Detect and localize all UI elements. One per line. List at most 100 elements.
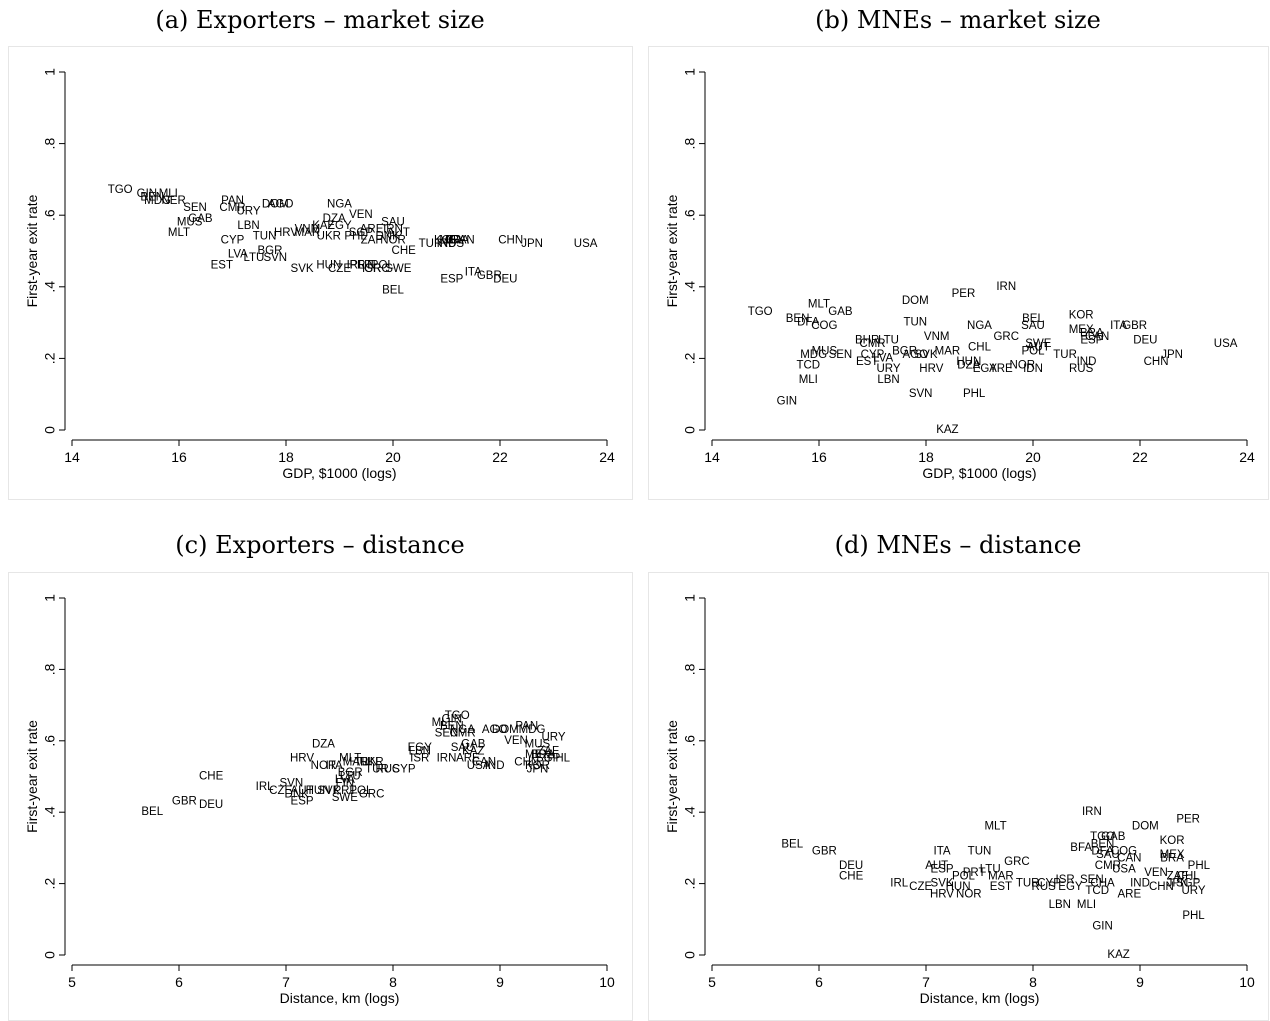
marker-label-phl: PHL	[963, 388, 986, 400]
marker-label-chn: CHN	[514, 756, 539, 768]
marker-label-usa: USA	[1214, 338, 1238, 350]
marker-label-sen: SEN	[1080, 874, 1104, 886]
marker-label-ben: BEN	[440, 721, 464, 733]
marker-label-ven: VEN	[504, 735, 528, 747]
marker-label-sgp: SGP	[1176, 878, 1201, 890]
marker-label-mdg: MDG	[519, 724, 546, 736]
marker-label-usa: USA	[467, 760, 491, 772]
marker-label-ukr: UKR	[359, 756, 383, 768]
x-tick-label: 16	[171, 449, 187, 465]
x-tick-label: 8	[389, 974, 397, 990]
marker-label-mlt: MLT	[984, 821, 1006, 833]
x-tick-label: 24	[599, 449, 615, 465]
marker-label-cog: COG	[811, 320, 837, 332]
marker-label-kaz: KAZ	[936, 424, 958, 436]
marker-label-egy: EGY	[1058, 881, 1083, 893]
marker-label-ury: URY	[1181, 885, 1205, 897]
marker-label-mus: MUS	[177, 216, 203, 228]
y-tick-label: .4	[682, 281, 698, 293]
marker-label-hun: HUN	[956, 356, 981, 368]
marker-label-are: ARE	[456, 753, 480, 765]
panel-frame	[648, 572, 1269, 1021]
chart-title: (c) Exporters – distance	[175, 531, 464, 559]
marker-label-esp: ESP	[440, 274, 463, 286]
marker-label-irl: IRL	[256, 781, 275, 793]
marker-label-ind: IND	[1130, 878, 1150, 890]
x-tick-label: 14	[704, 449, 720, 465]
x-tick-label: 5	[708, 974, 716, 990]
x-tick-label: 16	[811, 449, 827, 465]
marker-label-svk: SVK	[317, 785, 340, 797]
marker-label-bra: BRA	[445, 234, 469, 246]
marker-label-are: ARE	[989, 363, 1013, 375]
marker-label-svn: SVN	[909, 388, 933, 400]
marker-label-nor: NOR	[1010, 360, 1036, 372]
marker-label-mdg: MDG	[800, 349, 827, 361]
marker-label-che: CHE	[199, 771, 224, 783]
marker-label-grc: GRC	[993, 331, 1019, 343]
marker-label-tgo: TGO	[748, 306, 773, 318]
marker-label-irn: IRN	[996, 281, 1016, 293]
chart-title: (b) MNEs – market size	[815, 6, 1101, 34]
panel-frame	[8, 572, 633, 1021]
chart-title: (d) MNEs – distance	[835, 531, 1082, 559]
marker-label-gbr: GBR	[172, 796, 197, 808]
y-axis-label: First-year exit rate	[24, 720, 40, 833]
marker-label-gab: GAB	[828, 306, 853, 318]
marker-label-sau: SAU	[1021, 320, 1045, 332]
y-tick-label: 1	[682, 68, 698, 76]
marker-label-mex: MEX	[1160, 849, 1185, 861]
marker-label-gab: GAB	[461, 738, 486, 750]
y-axis-label: First-year exit rate	[664, 720, 680, 833]
marker-label-hrv: HRV	[919, 363, 943, 375]
marker-label-sgp: SGP	[349, 227, 374, 239]
y-tick-label: .6	[682, 735, 698, 747]
marker-label-bel: BEL	[141, 806, 163, 818]
marker-label-phl: PHL	[1188, 860, 1211, 872]
marker-label-ven: VEN	[349, 209, 373, 221]
x-tick-label: 18	[278, 449, 294, 465]
marker-label-ury: URY	[541, 731, 565, 743]
marker-label-egy: EGY	[327, 220, 352, 232]
marker-label-grc: GRC	[359, 788, 385, 800]
marker-label-dza: DZA	[957, 360, 980, 372]
marker-label-jpn: JPN	[527, 763, 549, 775]
marker-label-ind: IND	[1077, 356, 1097, 368]
marker-label-grc: GRC	[364, 263, 390, 275]
marker-label-bra: BRA	[1160, 853, 1184, 865]
marker-label-lbn: LBN	[877, 374, 899, 386]
panel-frame	[8, 46, 633, 500]
marker-label-sau: SAU	[1096, 849, 1120, 861]
marker-label-egy: EGY	[408, 742, 433, 754]
marker-label-can: CAN	[1085, 331, 1109, 343]
marker-label-ago: AGO	[903, 349, 929, 361]
y-tick-label: .8	[42, 138, 58, 150]
y-tick-label: .2	[682, 352, 698, 364]
marker-label-mus: MUS	[812, 345, 838, 357]
marker-label-sen: SEN	[183, 202, 207, 214]
marker-label-ita: ITA	[934, 846, 951, 858]
marker-label-hun: HUN	[946, 881, 971, 893]
marker-label-can: CAN	[450, 234, 474, 246]
marker-label-tun: TUN	[253, 231, 277, 243]
marker-label-mex: MEX	[525, 749, 550, 761]
marker-label-mdg: MDG	[144, 195, 171, 207]
y-tick-label: .4	[42, 281, 58, 293]
marker-label-bfa: BFA	[1070, 842, 1092, 854]
marker-label-pol: POL	[1021, 345, 1045, 357]
marker-label-mar: MAR	[343, 756, 369, 768]
x-tick-label: 6	[815, 974, 823, 990]
marker-label-cyp: CYP	[392, 763, 416, 775]
marker-label-irl: IRL	[347, 259, 366, 271]
marker-label-grc: GRC	[1004, 856, 1030, 868]
x-tick-label: 7	[922, 974, 930, 990]
marker-label-mar: MAR	[935, 345, 961, 357]
marker-label-cog: COG	[1111, 846, 1137, 858]
marker-label-gab: GAB	[188, 213, 213, 225]
panel-frame	[648, 46, 1269, 500]
marker-label-cze: CZE	[328, 263, 351, 275]
marker-label-mlt: MLT	[339, 753, 361, 765]
marker-label-gin: GIN	[137, 188, 157, 200]
marker-label-aut: AUT	[925, 860, 948, 872]
x-tick-label: 7	[282, 974, 290, 990]
